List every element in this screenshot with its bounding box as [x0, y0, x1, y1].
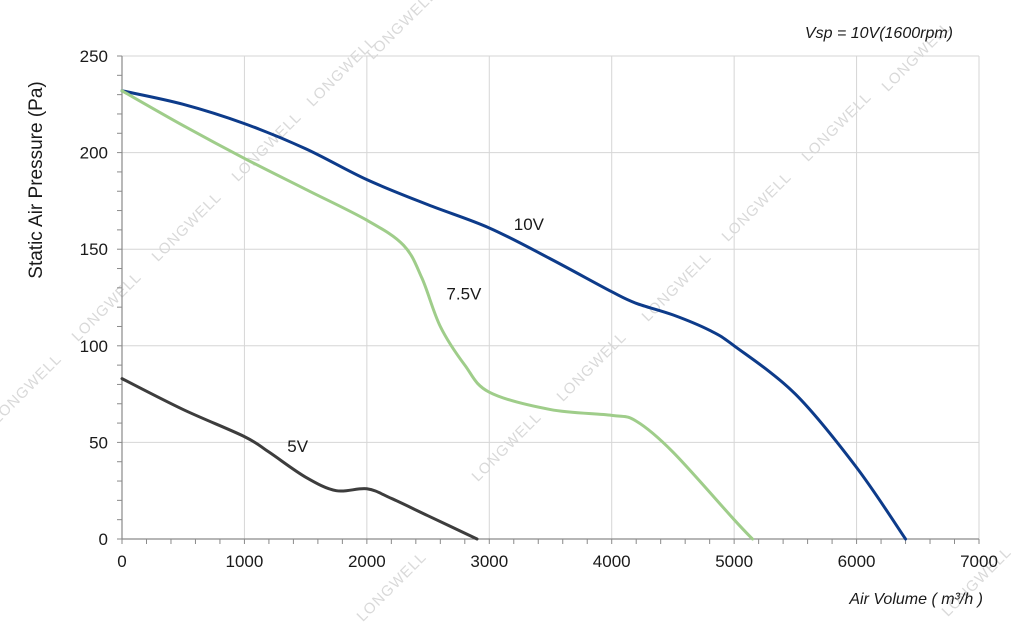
x-axis-title: Air Volume ( m³/h ): [848, 591, 983, 608]
series-label-5v: 5V: [287, 437, 308, 456]
series-line-7-5v: [120, 89, 755, 541]
x-tick-label: 7000: [960, 552, 998, 571]
axes: 0 1000 2000 3000 4000 5000 6000 7000 0 50 100 150 20…: [80, 47, 998, 571]
x-tick-label: 3000: [470, 552, 508, 571]
y-tick-label: 0: [99, 530, 108, 549]
watermark-text: LONGWELL: [469, 409, 546, 486]
series-line-10v: [120, 89, 908, 541]
y-tick-label: 250: [80, 47, 108, 66]
x-tick-label: 4000: [593, 552, 631, 571]
watermark-text: LONGWELL: [639, 249, 716, 326]
grid-lines: [122, 55, 980, 539]
y-axis-title: Static Air Pressure (Pa): [26, 81, 47, 278]
watermark-text: LONGWELL: [554, 329, 631, 406]
watermark-text: LONGWELL: [364, 0, 441, 63]
watermark-text: LONGWELL: [149, 189, 226, 266]
x-tick-label: 0: [117, 552, 126, 571]
y-tick-label: 50: [89, 433, 108, 452]
series-layer: [120, 89, 908, 541]
y-tick-label: 150: [80, 240, 108, 259]
series-label-10v: 10V: [514, 215, 545, 234]
watermark-text: LONGWELL: [719, 169, 796, 246]
series-labels: 10V 7.5V 5V: [287, 215, 544, 456]
series-line-5v: [120, 377, 479, 541]
watermark-text: LONGWELL: [69, 269, 146, 346]
x-tick-label: 1000: [226, 552, 264, 571]
x-tick-label: 5000: [715, 552, 753, 571]
chart-subtitle: Vsp = 10V(1600rpm): [805, 25, 953, 42]
y-tick-label: 200: [80, 144, 108, 163]
watermark-text: LONGWELL: [799, 89, 876, 166]
watermark-text: LONGWELL: [229, 109, 306, 186]
y-tick-label: 100: [80, 337, 108, 356]
x-tick-label: 2000: [348, 552, 386, 571]
watermark-text: LONGWELL: [0, 351, 65, 428]
series-label-7-5v: 7.5V: [446, 284, 482, 303]
x-tick-label: 6000: [838, 552, 876, 571]
